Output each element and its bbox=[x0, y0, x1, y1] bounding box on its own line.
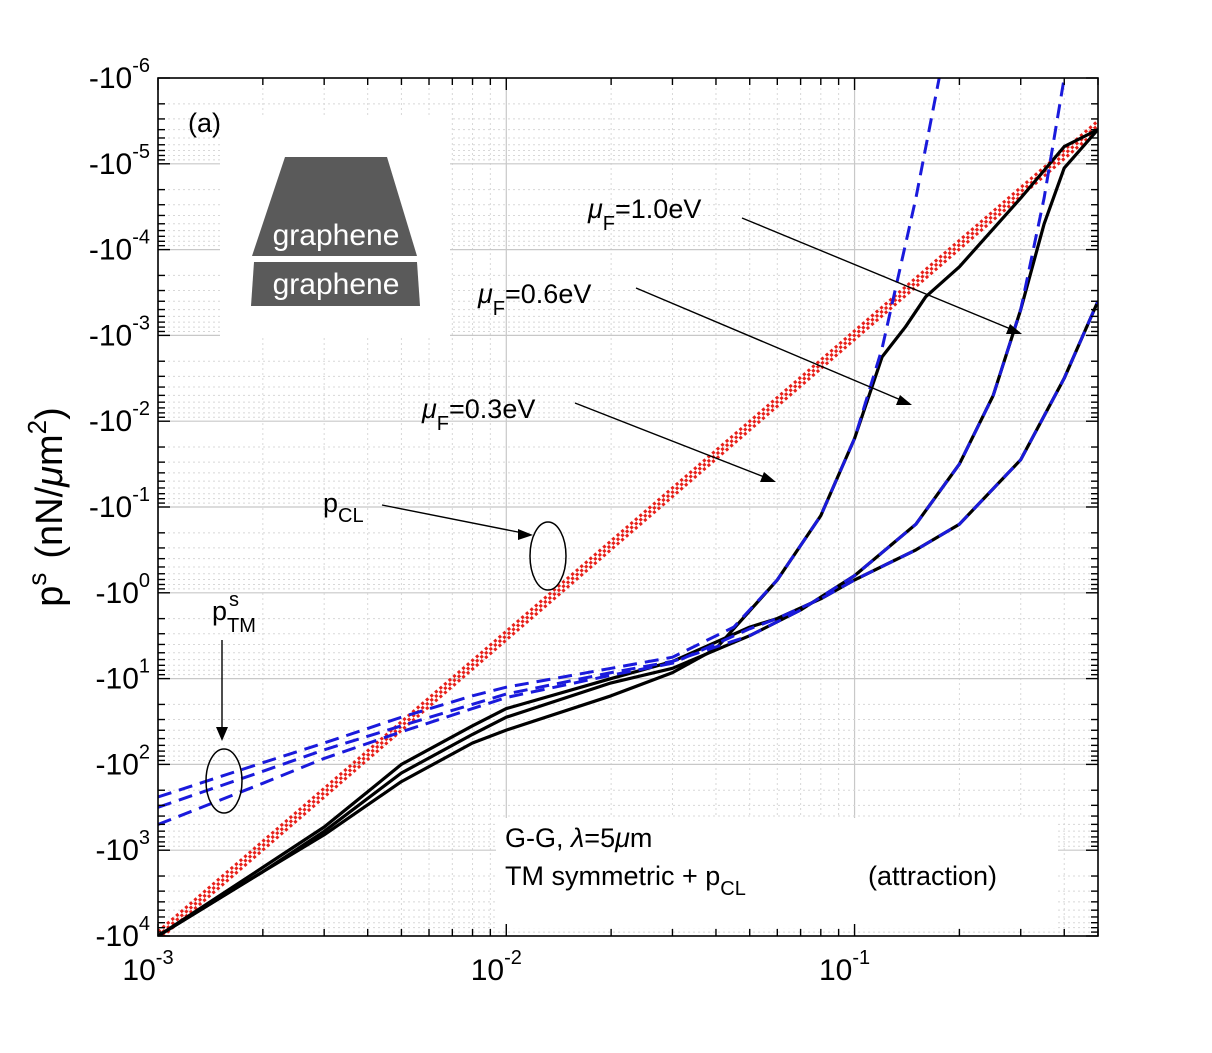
y-tick-label: -10-6 bbox=[89, 55, 150, 95]
arrow-mu3-head bbox=[760, 472, 776, 482]
series-p-tm-s-f-0-6ev bbox=[158, 78, 1066, 809]
series-p-cl-3 bbox=[160, 128, 1098, 936]
y-axis-title: ps(nN/μm2) bbox=[22, 407, 71, 607]
ellipse-ptm bbox=[205, 748, 243, 814]
legend-line-2: TM symmetric + pCL bbox=[505, 861, 746, 900]
y-tick-label: -102 bbox=[96, 741, 150, 781]
legend-box bbox=[496, 818, 1058, 928]
x-tick-label: 10-2 bbox=[471, 947, 522, 987]
label-mu1: μF=1.0eV bbox=[587, 194, 701, 235]
inset-layer-bottom-label: graphene bbox=[273, 268, 400, 301]
y-tick-label: -103 bbox=[96, 827, 150, 867]
arrow-ptm-head bbox=[216, 727, 228, 741]
arrow-mu2 bbox=[635, 287, 909, 404]
panel-label: (a) bbox=[188, 108, 221, 138]
series-p-cl-1 bbox=[158, 124, 1098, 936]
label-pcl: pCL bbox=[323, 488, 364, 527]
y-tick-label: -10-3 bbox=[89, 312, 150, 352]
inset-layer-top bbox=[252, 157, 417, 256]
inset: graphene graphene bbox=[220, 118, 450, 336]
ticks: 10-3 10-2 10-1 -10-6 -10-5 -10-4 -10-3 -10-2 -10… bbox=[89, 55, 1099, 987]
arrow-mu3 bbox=[574, 402, 773, 481]
arrow-mu1-head bbox=[1006, 324, 1022, 334]
arrow-pcl bbox=[381, 504, 529, 535]
legend: G-G, λ=5μm TM symmetric + pCL (attractio… bbox=[496, 818, 1058, 928]
y-tick-label: -10-4 bbox=[89, 227, 150, 267]
arrow-mu2-head bbox=[896, 395, 912, 405]
label-mu3: μF=0.3eV bbox=[421, 394, 535, 435]
series-p-tm-s-f-1-0ev bbox=[158, 78, 941, 799]
y-tick-label: -10-1 bbox=[89, 484, 150, 524]
label-ptm: p s TM bbox=[212, 589, 256, 637]
legend-attraction: (attraction) bbox=[868, 861, 997, 891]
inset-layer-top-label: graphene bbox=[273, 219, 400, 252]
label-mu2: μF=0.6eV bbox=[477, 279, 591, 320]
y-tick-label: -10-5 bbox=[89, 141, 150, 181]
y-tick-label: -101 bbox=[96, 656, 150, 696]
y-tick-label: -100 bbox=[96, 570, 150, 610]
legend-line-1: G-G, λ=5μm bbox=[505, 823, 652, 853]
arrow-mu1 bbox=[741, 217, 1019, 333]
series-p-tm-s-f-0-3ev bbox=[158, 300, 1098, 826]
ellipse-pcl bbox=[529, 521, 567, 591]
arrow-pcl-head bbox=[518, 529, 533, 540]
annotation-arrows bbox=[216, 217, 1022, 741]
y-tick-label: -10-2 bbox=[89, 398, 150, 438]
x-tick-label: 10-3 bbox=[122, 947, 173, 987]
series-p-cl-2 bbox=[158, 119, 1098, 933]
x-tick-label: 10-1 bbox=[819, 947, 870, 987]
grid bbox=[158, 78, 1098, 936]
y-tick-label: -104 bbox=[96, 913, 150, 953]
inset-layer-bottom bbox=[251, 262, 420, 306]
series-layer bbox=[158, 78, 1098, 936]
